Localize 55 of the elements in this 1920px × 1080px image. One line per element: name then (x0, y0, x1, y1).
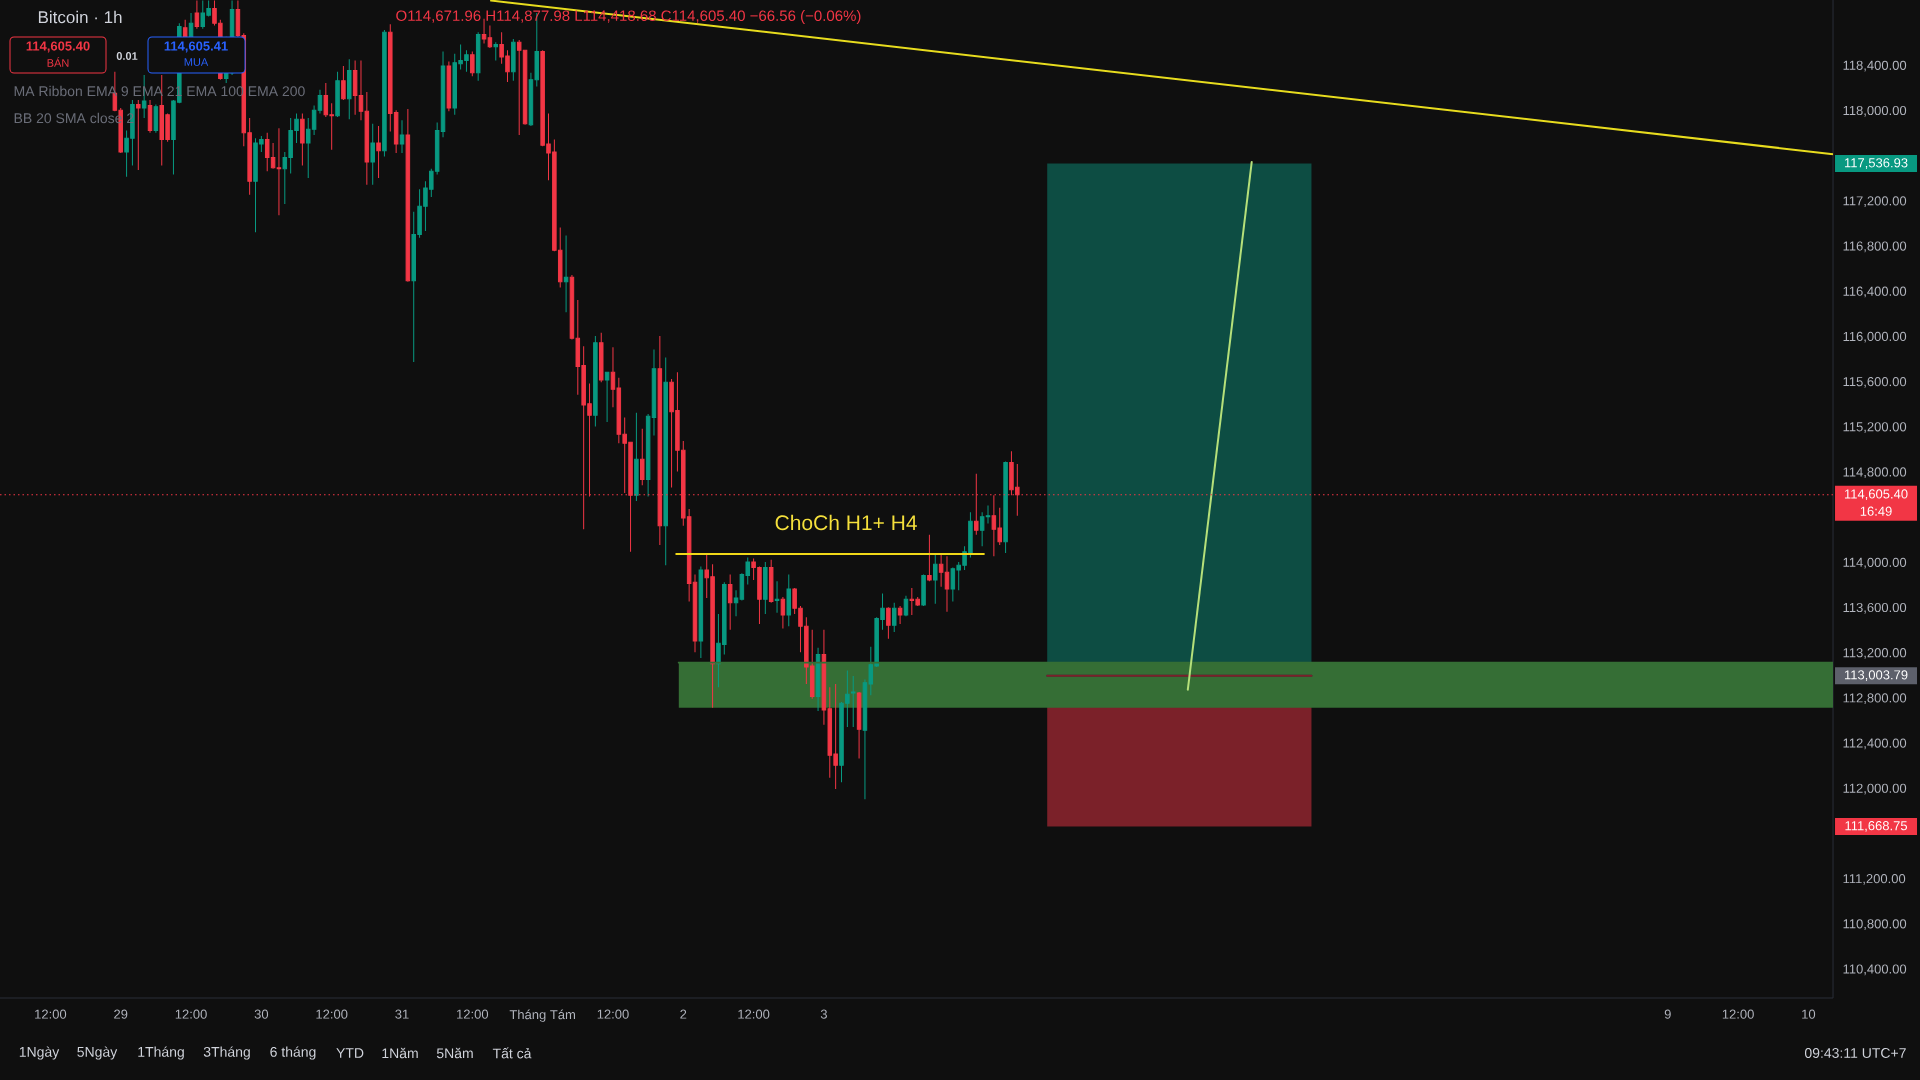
y-tick-label: 114,800.00 (1843, 467, 1907, 479)
ref-line-label: 114,605.40 (1844, 489, 1908, 501)
annotation: 114,605.40 (26, 41, 90, 53)
text: 16:49 (1860, 506, 1892, 516)
x-tick-label: 12:00 (35, 1009, 67, 1019)
chart-title: Bitcoin · 1h (38, 10, 122, 24)
x-tick-label: 2 (680, 1009, 687, 1019)
x-tick-label: 31 (395, 1009, 409, 1019)
annotation: ChoCh H1+ H4 (775, 514, 917, 531)
text: 117,536.93 (1844, 158, 1908, 169)
text: 113,003.79 (1844, 670, 1908, 681)
y-tick-label: 116,400.00 (1843, 286, 1907, 298)
text: 5Ngày (77, 1046, 118, 1060)
y-tick-label: 114,000.00 (1843, 557, 1907, 569)
y-tick-label: 116,000.00 (1843, 331, 1907, 343)
annotation: 0.01 (116, 52, 138, 60)
y-tick-label: 110,800.00 (1843, 919, 1907, 930)
text: 1Ngày (19, 1046, 60, 1060)
text: 09:43:11 UTC+7 (1804, 1048, 1906, 1058)
y-tick-label: 112,800.00 (1843, 693, 1907, 705)
text: Tất cả (492, 1047, 532, 1059)
text: 6 tháng (270, 1046, 316, 1060)
annotation: MUA (184, 58, 209, 66)
x-tick-label: 12:00 (175, 1009, 207, 1019)
y-tick-label: 116,800.00 (1843, 241, 1907, 253)
text: 5Năm (436, 1047, 473, 1059)
text: 1Năm (382, 1047, 418, 1059)
y-tick-label: 113,200.00 (1843, 648, 1907, 659)
y-tick-label: 118,000.00 (1843, 105, 1907, 117)
x-tick-label: 3 (820, 1009, 827, 1019)
x-tick-label: 30 (254, 1009, 269, 1019)
x-tick-label: 10 (1802, 1009, 1816, 1019)
text: 1Tháng (138, 1046, 184, 1060)
annotation: BÁN (47, 57, 69, 67)
text: 111,668.75 (1845, 821, 1908, 832)
x-tick-label: 12:00 (316, 1009, 348, 1019)
y-tick-label: 115,200.00 (1843, 422, 1907, 433)
annotation: 114,605.41 (164, 41, 228, 53)
x-tick-label: 12:00 (1722, 1009, 1754, 1019)
text: YTD (336, 1048, 364, 1058)
x-tick-label: Tháng Tám (509, 1009, 576, 1022)
x-tick-label: 29 (114, 1009, 128, 1019)
y-tick-label: 118,400.00 (1843, 60, 1907, 72)
y-tick-label: 110,400.00 (1843, 964, 1907, 976)
x-tick-label: 12:00 (738, 1009, 770, 1019)
y-tick-label: 117,200.00 (1843, 196, 1907, 207)
y-tick-label: 112,400.00 (1843, 738, 1907, 750)
y-tick-label: 113,600.00 (1843, 602, 1907, 614)
text: 3Tháng (203, 1046, 250, 1060)
y-tick-label: 115,600.00 (1843, 376, 1907, 388)
x-tick-label: 12:00 (457, 1009, 489, 1019)
x-tick-label: 9 (1664, 1009, 1671, 1019)
y-tick-label: 112,000.00 (1843, 783, 1907, 795)
y-tick-label: 111,200.00 (1843, 874, 1906, 885)
x-tick-label: 12:00 (597, 1009, 629, 1019)
